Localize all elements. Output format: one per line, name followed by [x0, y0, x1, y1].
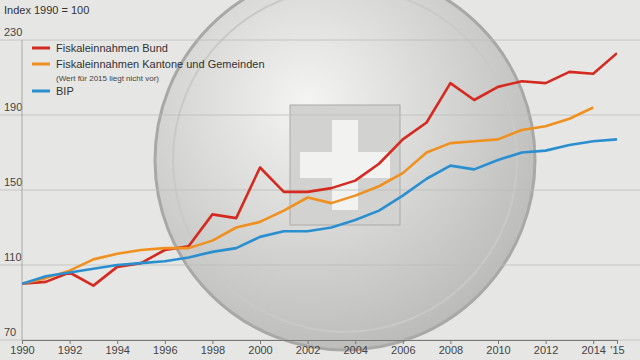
- series-line: [22, 139, 617, 283]
- tick-label: 2006: [391, 344, 415, 356]
- coin-decoration: [155, 0, 535, 350]
- tick-label: 150: [4, 176, 22, 188]
- tick-label: 1996: [153, 344, 177, 356]
- axis-title: Index 1990 = 100: [4, 4, 89, 16]
- tick-label: 2014: [581, 344, 605, 356]
- grid-line: [0, 115, 640, 116]
- tick-label: 1990: [10, 344, 34, 356]
- legend-swatch: [32, 90, 50, 93]
- tick: 2008: [439, 340, 463, 356]
- tick: 1990: [10, 340, 34, 356]
- series-line: [22, 53, 617, 286]
- tick: 2006: [391, 340, 415, 356]
- tick-label: 2010: [486, 344, 510, 356]
- tick: 1994: [105, 340, 129, 356]
- tick: 2004: [343, 340, 367, 356]
- legend-swatch: [32, 47, 50, 50]
- grid-line: [0, 265, 640, 266]
- tick-label: 110: [4, 251, 22, 263]
- tick: 2002: [296, 340, 320, 356]
- tick: 1992: [58, 340, 82, 356]
- plot-area: [22, 53, 617, 286]
- tick-label: 2002: [296, 344, 320, 356]
- series-line: [22, 108, 593, 284]
- legend-label: Fiskaleinnahmen Bund: [56, 42, 168, 54]
- tick: 2010: [486, 340, 510, 356]
- annotation: (Wert für 2015 liegt nicht vor): [56, 74, 159, 83]
- tick-label: 2008: [439, 344, 463, 356]
- tick-label: 1998: [201, 344, 225, 356]
- legend-swatch: [32, 63, 50, 66]
- tick: 1998: [201, 340, 225, 356]
- y-axis: 70 110 150 190 230: [0, 26, 640, 340]
- tick-label: 2004: [343, 344, 367, 356]
- tick: 2014: [581, 340, 605, 356]
- x-axis: 1990 1992 1994 1996 1998 2000 2002 2004 2006 2008…: [10, 340, 624, 356]
- tick-label: 1992: [58, 344, 82, 356]
- coin: [155, 0, 535, 350]
- tick-label: 2000: [248, 344, 272, 356]
- legend-label: Fiskaleinnahmen Kantone und Gemeinden: [56, 58, 265, 70]
- coin-rim: [173, 0, 517, 332]
- axis-line: [22, 40, 23, 340]
- tick-label: 190: [4, 101, 22, 113]
- tick-label: 70: [4, 326, 16, 338]
- tick-label: 230: [4, 26, 22, 38]
- grid-line: [0, 40, 640, 41]
- tick-label: 2012: [534, 344, 558, 356]
- tick: 1996: [153, 340, 177, 356]
- tick: 2012: [534, 340, 558, 356]
- tick-label: '15: [610, 344, 624, 356]
- legend-label: BIP: [56, 85, 74, 97]
- tick: 2000: [248, 340, 272, 356]
- chart: 70 110 150 190 230 1990 1992 1994 1996 1998 2000 20…: [0, 0, 640, 360]
- tick-label: 1994: [105, 344, 129, 356]
- tick: '15: [610, 340, 624, 356]
- legend: Fiskaleinnahmen Bund Fiskaleinnahmen Kant…: [32, 42, 265, 97]
